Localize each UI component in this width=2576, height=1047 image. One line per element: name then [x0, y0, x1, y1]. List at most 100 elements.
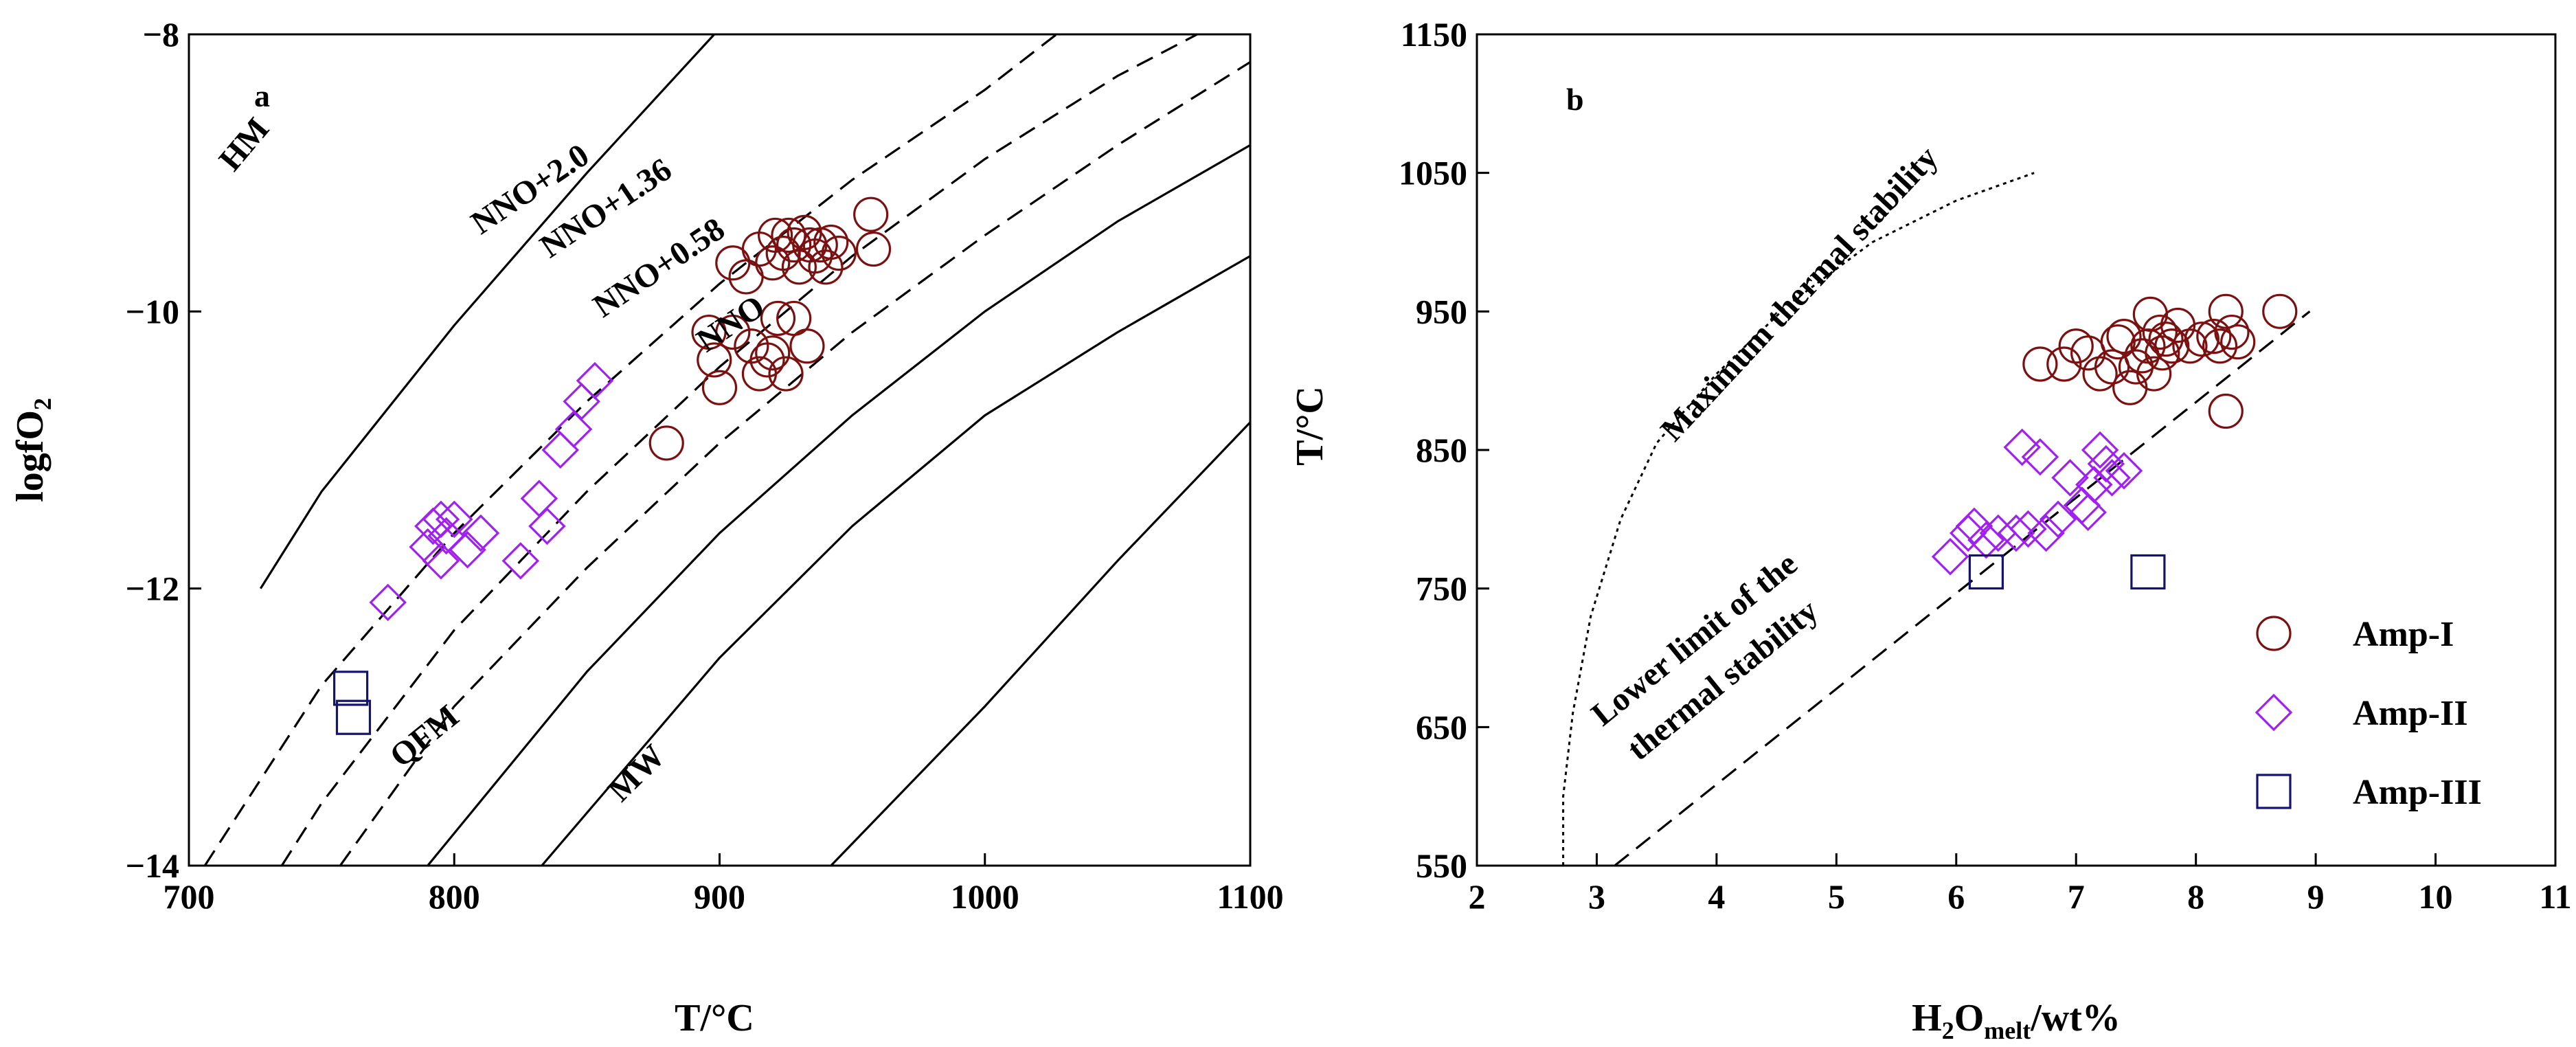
point-amp-ii: [528, 507, 566, 545]
point-amp-i: [755, 335, 791, 371]
y-tick-label: −12: [126, 570, 180, 608]
point-amp-i: [2112, 370, 2148, 405]
point-amp-i: [697, 342, 732, 378]
point-amp-i: [755, 245, 791, 281]
point-amp-i: [813, 224, 849, 260]
point-amp-i: [648, 425, 684, 461]
point-amp-i: [2082, 356, 2118, 392]
x-tick-label: 10: [2419, 877, 2453, 916]
point-amp-i: [2100, 324, 2136, 360]
curve-nno: [427, 144, 1250, 866]
x-axis-title-o: O: [1954, 997, 1985, 1039]
y-axis-title-subscript: 2: [29, 398, 56, 410]
panel-a-frame: [188, 33, 1252, 867]
panel-a-points: [333, 196, 892, 735]
point-amp-i: [2154, 328, 2190, 364]
point-amp-i: [2046, 346, 2082, 382]
x-tick-label: 9: [2307, 877, 2325, 916]
panel-b-ticks: 2 3 4 5 6 7 8 9 10 11 550 650 750 850 950 1050 1150: [1399, 15, 2572, 916]
y-tick-label: 550: [1416, 846, 1467, 885]
curve-hm: [259, 34, 715, 589]
point-amp-i: [2202, 328, 2238, 364]
x-tick-label: 1000: [951, 877, 1019, 916]
legend-marker-amp-iii: [2256, 774, 2292, 809]
point-amp-i: [2106, 319, 2142, 354]
y-tick-label: −10: [126, 292, 180, 330]
curve-lower-limit-thermal-stability: [1614, 311, 2311, 866]
panel-a-ticks: 700 800 900 1000 1100 −8 −10 −12 −14: [126, 15, 1284, 916]
point-amp-ii: [449, 530, 486, 569]
panel-a-x-axis-title: T/°C: [675, 997, 754, 1039]
point-amp-ii: [2105, 451, 2143, 490]
panel-b-x-axis-title: H2Omelt/wt%: [1912, 997, 2121, 1044]
panel-a-y-axis-title: logfO2: [9, 398, 56, 502]
x-tick-label: 4: [1708, 877, 1725, 916]
point-amp-ii: [422, 542, 460, 580]
point-amp-i: [2142, 314, 2178, 350]
point-amp-i: [821, 236, 857, 271]
point-amp-i: [853, 196, 889, 232]
point-amp-i: [760, 300, 796, 337]
point-amp-iii: [1968, 554, 2004, 590]
point-amp-iii: [335, 699, 372, 735]
curve-maximum-thermal-stability: [1562, 172, 2035, 866]
x-tick-label: 5: [1828, 877, 1845, 916]
x-tick-label: 8: [2187, 877, 2204, 916]
legend-label: Amp-III: [2353, 773, 2482, 812]
x-tick-label: 6: [1947, 877, 1965, 916]
point-amp-ii: [1967, 521, 2005, 559]
point-amp-i: [2262, 293, 2298, 329]
curve-label: HM: [212, 111, 276, 177]
legend-marker-amp-ii: [2255, 693, 2293, 732]
point-amp-ii: [1955, 507, 1993, 545]
y-tick-label: 650: [1416, 708, 1467, 746]
panel-a-label: a: [254, 78, 270, 113]
y-axis-title-main: logfO: [9, 410, 52, 502]
point-amp-i: [855, 231, 892, 267]
curve-qfm: [541, 255, 1250, 866]
point-amp-iii: [2130, 554, 2166, 590]
point-amp-ii: [1997, 514, 2035, 552]
y-tick-label: 1150: [1401, 15, 1467, 54]
point-amp-ii: [422, 500, 460, 539]
point-amp-i: [789, 328, 825, 364]
point-amp-i: [749, 342, 785, 378]
point-amp-i: [758, 217, 793, 254]
point-amp-i: [2058, 328, 2094, 364]
legend-label: Amp-I: [2353, 615, 2454, 654]
point-amp-ii: [2075, 466, 2113, 504]
point-amp-ii: [2021, 438, 2059, 476]
point-amp-ii: [2081, 431, 2119, 469]
y-tick-label: −14: [126, 846, 180, 885]
y-tick-label: 1050: [1399, 154, 1467, 192]
y-tick-label: −8: [143, 15, 180, 54]
x-tick-label: 2: [1469, 877, 1486, 916]
panel-a-curves: [203, 34, 1250, 866]
point-amp-ii: [2069, 493, 2107, 532]
x-tick-label: 7: [2068, 877, 2085, 916]
x-tick-label: 800: [429, 877, 480, 916]
x-tick-label: 3: [1588, 877, 1605, 916]
point-amp-ii: [2093, 459, 2131, 497]
point-amp-i: [2160, 307, 2196, 344]
x-axis-title-sub1: 2: [1942, 1017, 1954, 1044]
point-amp-ii: [1979, 514, 2018, 552]
point-amp-ii: [541, 431, 580, 469]
panel-b-curves: [1562, 172, 2311, 866]
point-amp-i: [808, 249, 844, 285]
point-amp-ii: [501, 542, 540, 580]
curve-nno-2-0: [203, 34, 1057, 866]
point-amp-i: [2148, 322, 2184, 357]
point-amp-ii: [563, 383, 600, 420]
point-amp-ii: [369, 583, 407, 622]
point-amp-ii: [2003, 428, 2041, 466]
point-amp-ii: [554, 410, 593, 449]
x-axis-title-unit: /wt%: [2030, 997, 2121, 1039]
x-tick-label: 1100: [1217, 877, 1283, 916]
point-amp-i: [691, 314, 727, 350]
point-amp-i: [2208, 393, 2244, 429]
point-amp-i: [2145, 335, 2180, 371]
